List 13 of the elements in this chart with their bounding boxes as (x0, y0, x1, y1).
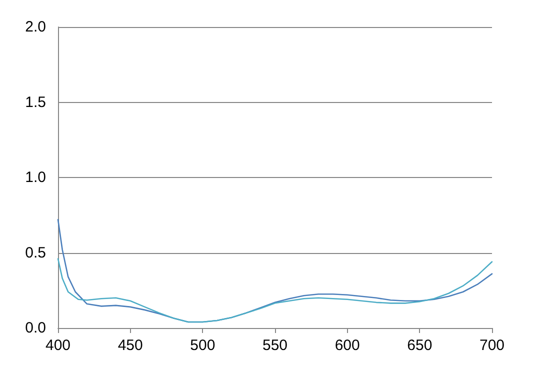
x-tick-label: 650 (407, 337, 432, 354)
y-tick-label: 1.5 (25, 94, 46, 111)
y-tick-label: 2.0 (25, 18, 46, 36)
x-tick-label: 600 (334, 337, 360, 354)
x-tick-label: 450 (118, 337, 143, 354)
x-tick-label: 700 (479, 337, 505, 354)
y-tick-label: 0.5 (25, 244, 46, 262)
x-tick-label: 550 (262, 337, 288, 354)
line-series (57, 258, 493, 323)
x-tick-label: 500 (190, 337, 216, 354)
x-tick-label: 400 (45, 337, 71, 354)
y-tick-label: 0.0 (25, 320, 46, 336)
y-tick-label: 1.0 (25, 169, 46, 186)
